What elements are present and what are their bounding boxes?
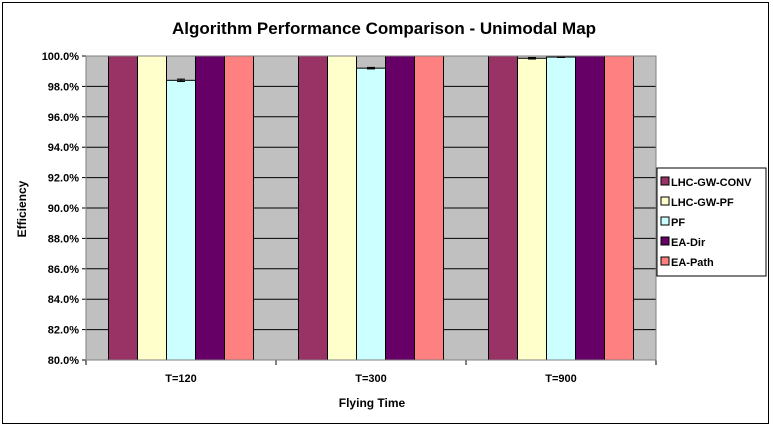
legend-label: LHC-GW-CONV [671, 177, 752, 189]
legend: LHC-GW-CONV LHC-GW-PF PF EA-Dir EA-Path [656, 167, 767, 277]
plot-border [85, 55, 657, 361]
bar [195, 55, 225, 361]
x-tick-label: T=900 [545, 373, 577, 385]
y-tick-label: 94.0% [48, 142, 79, 154]
x-tick-label: T=300 [355, 373, 387, 385]
bar [517, 57, 547, 361]
bars [108, 55, 634, 361]
y-tick-label: 82.0% [48, 325, 79, 337]
x-tick-label: T=120 [165, 373, 197, 385]
y-tick-label: 90.0% [48, 203, 79, 215]
legend-swatch [660, 236, 670, 246]
legend-swatch [660, 256, 670, 266]
chart-title: Algorithm Performance Comparison - Unimo… [172, 19, 596, 38]
bar [575, 55, 605, 361]
bar [108, 55, 138, 361]
bar [604, 55, 634, 361]
y-axis-label: Efficiency [15, 180, 29, 237]
bar [414, 55, 444, 361]
bar [385, 55, 415, 361]
legend-label: EA-Path [671, 257, 714, 269]
y-tick-label: 98.0% [48, 81, 79, 93]
bar [166, 79, 196, 361]
y-tick-label: 100.0% [42, 51, 80, 63]
y-tick-label: 86.0% [48, 264, 79, 276]
bar [327, 55, 357, 361]
legend-label: LHC-GW-PF [671, 197, 734, 209]
bar [546, 56, 576, 361]
legend-label: EA-Dir [671, 237, 706, 249]
y-tick-label: 92.0% [48, 173, 79, 185]
legend-swatch [660, 176, 670, 186]
x-axis-label: Flying Time [339, 396, 406, 410]
bar [298, 55, 328, 361]
y-tick-label: 80.0% [48, 355, 79, 367]
bar [488, 55, 518, 361]
y-tick-label: 88.0% [48, 233, 79, 245]
bar [224, 55, 254, 361]
y-tick-label: 84.0% [48, 294, 79, 306]
bar [356, 67, 386, 361]
y-tick-label: 96.0% [48, 112, 79, 124]
legend-label: PF [671, 217, 685, 229]
legend-swatch [660, 216, 670, 226]
bar [137, 55, 167, 361]
legend-box [656, 167, 767, 277]
legend-swatch [660, 196, 670, 206]
